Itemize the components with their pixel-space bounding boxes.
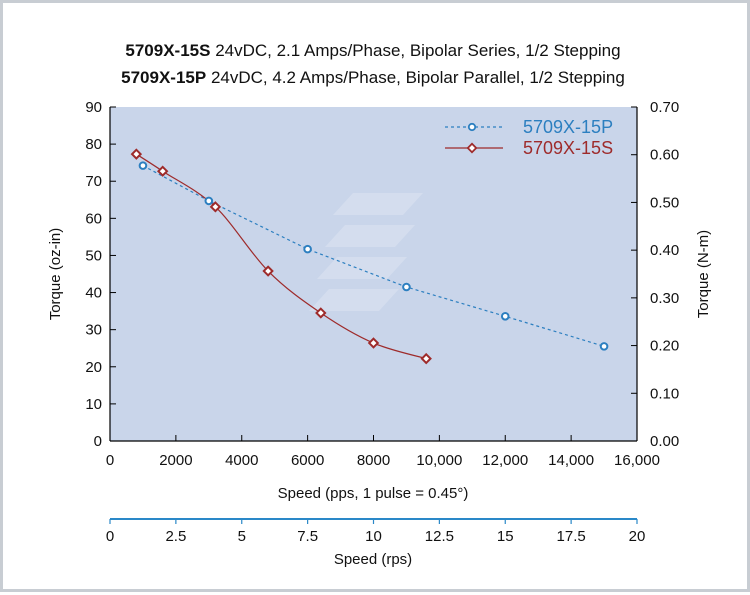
x-tick-label: 8000 xyxy=(357,452,390,469)
series-s-point xyxy=(420,352,432,365)
chart-title-line-2: 5709X-15P 24vDC, 4.2 Amps/Phase, Bipolar… xyxy=(121,68,625,87)
series-p-point xyxy=(204,196,214,206)
series-s-point xyxy=(367,337,380,349)
y-tick-label: 40 xyxy=(85,285,102,302)
legend-label-s: 5709X-15S xyxy=(523,138,613,158)
series-p-line xyxy=(142,165,605,347)
series-s-point xyxy=(315,307,327,319)
x-tick-label: 2000 xyxy=(159,452,192,469)
x-tick-label: 12,000 xyxy=(482,452,528,469)
title-1-rest: 24vDC, 2.1 Amps/Phase, Bipolar Series, 1… xyxy=(210,41,620,60)
legend-marker-s xyxy=(466,142,478,154)
y-tick-label: 60 xyxy=(85,210,102,227)
x-tick-label: 16,000 xyxy=(614,452,660,469)
y2-tick-label: 0.50 xyxy=(650,194,679,211)
legend-label-p: 5709X-15P xyxy=(523,117,613,137)
x-axis-label: Speed (pps, 1 pulse = 0.45°) xyxy=(278,485,469,502)
x-tick-label: 6000 xyxy=(291,452,324,469)
y2-tick-label: 0.30 xyxy=(650,290,679,307)
series-s-point xyxy=(209,201,222,213)
series-s-point xyxy=(156,165,169,177)
chart-title-line-1: 5709X-15S 24vDC, 2.1 Amps/Phase, Bipolar… xyxy=(125,41,620,60)
legend: 5709X-15P 5709X-15S xyxy=(445,117,613,158)
y-axis-label: Torque (oz-in) xyxy=(47,228,64,321)
y-tick-label: 20 xyxy=(85,359,102,376)
watermark-logo xyxy=(309,193,423,311)
y-tick-label: 50 xyxy=(85,247,102,264)
chart-svg: 5709X-15S 24vDC, 2.1 Amps/Phase, Bipolar… xyxy=(47,41,712,568)
title-1-bold: 5709X-15S xyxy=(125,41,210,60)
y-tick-label: 70 xyxy=(85,173,102,190)
x2-tick-label: 20 xyxy=(629,528,646,545)
series-p-point xyxy=(599,342,609,351)
legend-marker-p xyxy=(467,122,477,132)
y-tick-label: 10 xyxy=(85,396,102,413)
x2-tick-label: 15 xyxy=(497,528,514,545)
y-tick-label: 0 xyxy=(94,433,102,450)
x2-tick-label: 0 xyxy=(106,528,114,545)
y2-tick-label: 0.40 xyxy=(650,242,679,259)
series-layer xyxy=(130,148,609,365)
series-p-point xyxy=(138,161,148,170)
y2-tick-label: 0.20 xyxy=(650,338,679,355)
title-2-rest: 24vDC, 4.2 Amps/Phase, Bipolar Parallel,… xyxy=(206,68,625,87)
x2-tick-label: 2.5 xyxy=(165,528,186,545)
x-tick-label: 10,000 xyxy=(416,452,462,469)
y-tick-label: 80 xyxy=(85,136,102,153)
plot-area xyxy=(110,107,637,441)
y2-axis-label: Torque (N-m) xyxy=(695,230,712,318)
series-s-point xyxy=(130,148,143,160)
series-p-point xyxy=(303,244,312,254)
y2-tick-label: 0.60 xyxy=(650,147,679,164)
x2-tick-label: 12.5 xyxy=(425,528,454,545)
y-tick-label: 90 xyxy=(85,99,102,116)
x-tick-label: 0 xyxy=(106,452,114,469)
x-tick-label: 14,000 xyxy=(548,452,594,469)
title-2-bold: 5709X-15P xyxy=(121,68,206,87)
y2-tick-label: 0.00 xyxy=(650,433,679,450)
x2-axis-label: Speed (rps) xyxy=(334,551,412,568)
y2-tick-label: 0.70 xyxy=(650,99,679,116)
series-p-point xyxy=(402,282,411,292)
ticks: 0 2000 4000 6000 8000 10,000 12,000 14,000 16,00… xyxy=(85,99,679,545)
x2-tick-label: 7.5 xyxy=(297,528,318,545)
y-tick-label: 30 xyxy=(85,322,102,339)
series-p-point xyxy=(500,312,510,321)
y2-tick-label: 0.10 xyxy=(650,385,679,402)
x-tick-label: 4000 xyxy=(225,452,258,469)
x2-tick-label: 17.5 xyxy=(557,528,586,545)
x2-tick-label: 10 xyxy=(365,528,382,545)
x2-tick-label: 5 xyxy=(238,528,246,545)
series-s-point xyxy=(262,265,274,277)
